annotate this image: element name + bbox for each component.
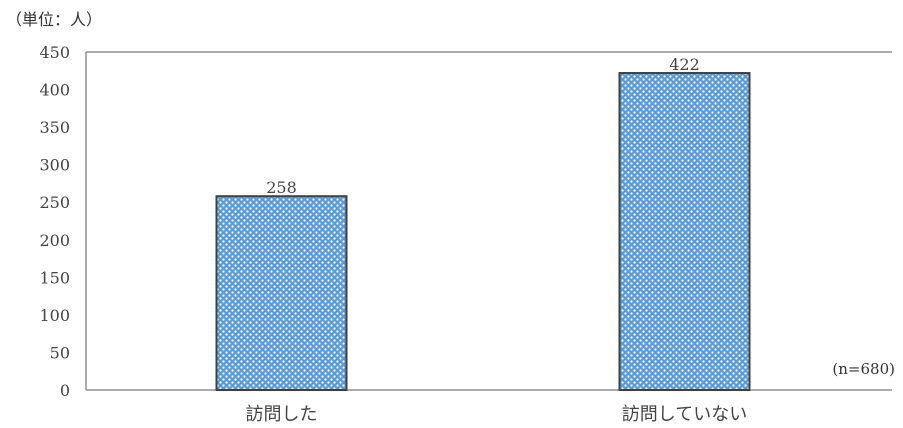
x-category-label: 訪問した — [246, 404, 318, 425]
y-tick-label: 450 — [39, 43, 70, 62]
y-tick-label: 250 — [39, 193, 70, 212]
x-category-label: 訪問していない — [622, 404, 747, 425]
y-tick-label: 50 — [50, 343, 70, 362]
data-label: 258 — [266, 178, 297, 197]
data-labels: 258 訪問した 422 訪問していない — [246, 55, 748, 425]
unit-label: （単位：人） — [6, 10, 103, 29]
data-label: 422 — [669, 55, 700, 74]
y-axis: 0 50 100 150 200 250 300 350 400 450 — [39, 43, 70, 400]
y-tick-label: 200 — [39, 231, 70, 250]
sample-size-note: (n=680) — [832, 360, 895, 378]
y-tick-label: 100 — [39, 306, 70, 325]
bar — [618, 72, 751, 392]
y-tick-label: 350 — [39, 118, 70, 137]
x-axis — [85, 51, 892, 391]
y-tick-label: 0 — [60, 381, 70, 400]
y-tick-label: 400 — [39, 81, 70, 100]
y-tick-label: 300 — [39, 156, 70, 175]
bar — [215, 195, 348, 391]
y-tick-label: 150 — [39, 268, 70, 287]
bars — [215, 72, 751, 392]
